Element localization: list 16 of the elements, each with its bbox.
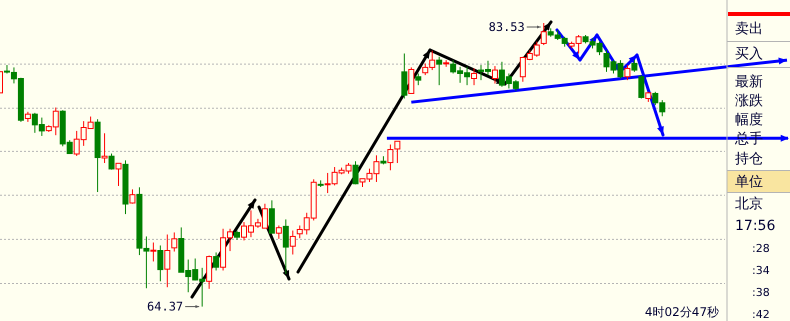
text: 涨跌: [735, 93, 763, 109]
text: 幅度: [735, 112, 763, 128]
annotation: 83.53: [488, 20, 525, 34]
text: 买入: [735, 46, 763, 62]
annotation: 4时02分47秒: [644, 305, 720, 319]
text: 北京: [735, 196, 763, 212]
text: 17:56: [735, 218, 776, 234]
text: :38: [752, 286, 770, 299]
text: 卖出: [735, 21, 763, 37]
text: 持仓: [735, 151, 763, 167]
text: :34: [752, 264, 770, 277]
text: :42: [752, 308, 770, 321]
text: :28: [752, 242, 770, 255]
annotation: 64.37: [147, 300, 184, 314]
text: 最新: [735, 74, 763, 90]
text: 单位: [735, 174, 763, 190]
